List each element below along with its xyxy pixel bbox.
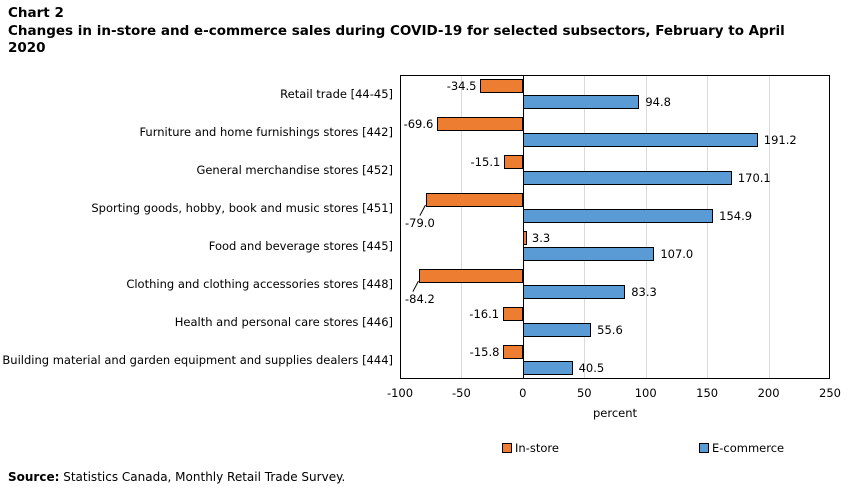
- e-commerce-swatch-icon: [699, 443, 709, 453]
- e-commerce-bar: [522, 361, 573, 375]
- in-store-value-label: -69.6: [403, 117, 434, 131]
- gridline: [584, 76, 586, 378]
- in-store-value-label: -84.2: [405, 292, 435, 306]
- e-commerce-bar: [522, 323, 592, 337]
- source-text: Statistics Canada, Monthly Retail Trade …: [59, 470, 346, 484]
- category-label: General merchandise stores [452]: [196, 163, 393, 177]
- e-commerce-value-label: 170.1: [737, 171, 771, 185]
- gridline: [461, 76, 463, 378]
- legend-item-in-store: In-store: [502, 442, 559, 454]
- legend-label-e-commerce: E-commerce: [712, 441, 785, 455]
- x-tick-label: -100: [386, 386, 414, 400]
- in-store-value-label: -34.5: [446, 79, 477, 93]
- legend-item-e-commerce: E-commerce: [699, 442, 784, 454]
- category-label: Health and personal care stores [446]: [174, 315, 393, 329]
- e-commerce-bar: [522, 247, 655, 261]
- category-label: Furniture and home furnishings stores [4…: [139, 125, 393, 139]
- e-commerce-value-label: 94.8: [645, 95, 671, 109]
- in-store-bar: [503, 307, 523, 321]
- gridline: [707, 76, 709, 378]
- e-commerce-value-label: 83.3: [631, 285, 657, 299]
- in-store-bar: [419, 269, 523, 283]
- x-tick-label: 150: [696, 386, 719, 400]
- source-note: Source: Statistics Canada, Monthly Retai…: [8, 470, 345, 484]
- source-label: Source:: [8, 470, 60, 484]
- in-store-value-label: -15.1: [470, 155, 501, 169]
- in-store-bar: [522, 231, 527, 245]
- category-label: Building material and garden equipment a…: [2, 353, 393, 367]
- in-store-value-label: -16.1: [469, 307, 500, 321]
- title-block: Chart 2 Changes in in-store and e-commer…: [8, 5, 808, 58]
- x-tick-label: -50: [452, 386, 471, 400]
- x-tick-label: 250: [819, 386, 841, 400]
- x-tick-label: 50: [576, 386, 592, 400]
- chart-title: Changes in in-store and e-commerce sales…: [8, 22, 785, 57]
- e-commerce-value-label: 191.2: [763, 133, 797, 147]
- in-store-value-label: 3.3: [531, 231, 551, 245]
- e-commerce-bar: [522, 95, 640, 109]
- x-axis-label: percent: [592, 406, 638, 420]
- category-label: Sporting goods, hobby, book and music st…: [91, 201, 393, 215]
- in-store-bar: [504, 155, 523, 169]
- e-commerce-bar: [522, 171, 732, 185]
- chart-number-label: Chart 2: [8, 5, 64, 21]
- in-store-bar: [425, 193, 523, 207]
- x-tick-label: 0: [519, 386, 527, 400]
- in-store-bar: [480, 79, 523, 93]
- category-label: Retail trade [44-45]: [280, 87, 393, 101]
- e-commerce-value-label: 154.9: [719, 209, 753, 223]
- legend-label-in-store: In-store: [515, 441, 559, 455]
- zero-axis-line: [522, 76, 524, 378]
- category-label: Food and beverage stores [445]: [208, 239, 393, 253]
- e-commerce-bar: [522, 285, 626, 299]
- in-store-bar: [503, 345, 523, 359]
- in-store-value-label: -79.0: [405, 216, 435, 230]
- e-commerce-bar: [522, 133, 758, 147]
- gridline: [645, 76, 647, 378]
- gridline: [768, 76, 770, 378]
- e-commerce-value-label: 40.5: [578, 361, 605, 375]
- e-commerce-bar: [522, 209, 714, 223]
- in-store-value-label: -15.8: [469, 345, 500, 359]
- x-tick-label: 200: [757, 386, 780, 400]
- in-store-swatch-icon: [502, 443, 512, 453]
- category-label: Clothing and clothing accessories stores…: [126, 277, 393, 291]
- in-store-bar: [437, 117, 523, 131]
- e-commerce-value-label: 55.6: [597, 323, 623, 337]
- e-commerce-value-label: 107.0: [660, 247, 694, 261]
- x-tick-label: 100: [634, 386, 657, 400]
